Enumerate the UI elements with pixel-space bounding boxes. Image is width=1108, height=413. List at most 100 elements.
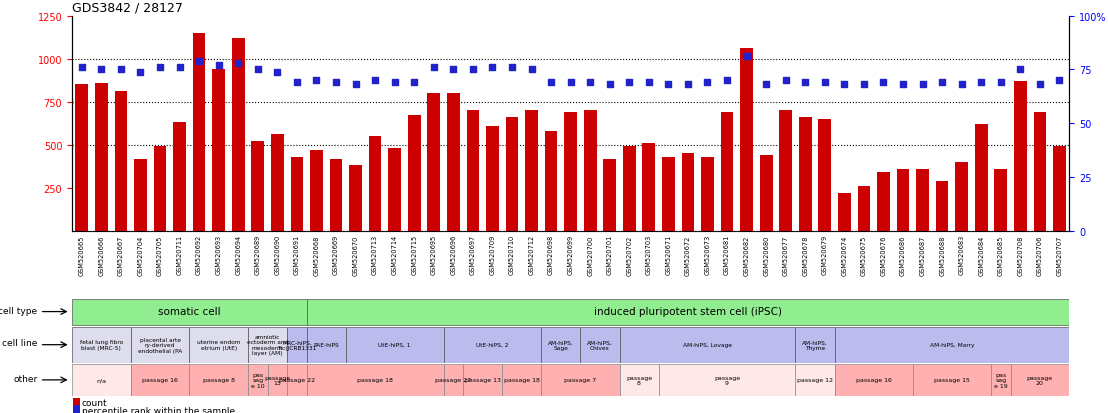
Bar (896, 169, 910, 231)
Text: GSM520689: GSM520689 (255, 235, 260, 275)
Text: n/a: n/a (96, 377, 106, 382)
Bar (428, 94, 440, 231)
Bar (189, 327, 248, 363)
Text: GSM520704: GSM520704 (137, 235, 143, 275)
Text: GSM520711: GSM520711 (176, 235, 183, 275)
Point (171, 65, 188, 71)
Text: GSM520678: GSM520678 (802, 235, 808, 275)
Point (327, 80, 345, 86)
Bar (878, 173, 890, 231)
Bar (1010, 364, 1069, 396)
Point (777, 78, 794, 84)
Bar (936, 181, 948, 231)
Point (151, 65, 168, 71)
Bar (329, 160, 342, 231)
Bar (349, 166, 362, 231)
Point (73, 65, 91, 71)
Point (894, 82, 912, 88)
Bar (486, 126, 499, 231)
Bar (95, 83, 107, 231)
Bar (1053, 147, 1066, 231)
Bar (661, 157, 675, 231)
Text: GSM520674: GSM520674 (841, 235, 848, 275)
Point (308, 78, 326, 84)
Text: AM-hiPS, Lovage: AM-hiPS, Lovage (683, 342, 732, 347)
Bar (287, 327, 307, 363)
Bar (916, 169, 929, 231)
Point (347, 82, 365, 88)
Text: placental arte
ry-derived
endothelial (PA: placental arte ry-derived endothelial (P… (137, 337, 182, 353)
Text: GSM520691: GSM520691 (294, 235, 300, 275)
Point (406, 80, 423, 86)
Text: AM-hiPS,
Sage: AM-hiPS, Sage (548, 339, 574, 350)
Text: GSM520715: GSM520715 (411, 235, 418, 275)
Bar (307, 327, 346, 363)
Text: uterine endom
etrium (UtE): uterine endom etrium (UtE) (197, 339, 240, 350)
Bar (604, 159, 616, 231)
Bar (443, 327, 542, 363)
Point (601, 82, 618, 88)
Text: GSM520676: GSM520676 (881, 235, 886, 275)
Bar (307, 299, 1069, 325)
Bar (681, 154, 695, 231)
Point (835, 82, 853, 88)
Text: GSM520709: GSM520709 (490, 235, 495, 275)
Bar (213, 70, 225, 231)
Point (640, 80, 658, 86)
Point (249, 67, 267, 74)
Point (464, 67, 482, 74)
Text: passage 16: passage 16 (855, 377, 892, 382)
Text: passage 12: passage 12 (797, 377, 833, 382)
Bar (73, 398, 80, 407)
Bar (779, 111, 792, 231)
Text: passage 13: passage 13 (464, 377, 501, 382)
Text: GSM520684: GSM520684 (978, 235, 984, 275)
Point (973, 80, 991, 86)
Point (503, 65, 521, 71)
Bar (502, 364, 542, 396)
Text: GSM520707: GSM520707 (1056, 235, 1063, 275)
Text: GSM520685: GSM520685 (998, 235, 1004, 275)
Text: GSM520688: GSM520688 (940, 235, 945, 275)
Point (209, 63, 227, 69)
Bar (701, 157, 714, 231)
Point (367, 78, 384, 84)
Text: GSM520703: GSM520703 (646, 235, 652, 275)
Text: induced pluripotent stem cell (iPSC): induced pluripotent stem cell (iPSC) (594, 306, 782, 316)
Bar (248, 364, 267, 396)
Text: passage 7: passage 7 (564, 377, 596, 382)
Point (914, 82, 932, 88)
Point (191, 58, 208, 65)
Bar (346, 327, 443, 363)
Bar (154, 147, 166, 231)
Bar (838, 193, 851, 231)
Bar (466, 111, 479, 231)
Bar (73, 405, 80, 413)
Bar (232, 39, 245, 231)
Text: passage 15: passage 15 (934, 377, 970, 382)
Text: GSM520680: GSM520680 (763, 235, 769, 275)
Bar (542, 327, 581, 363)
Text: GSM520667: GSM520667 (117, 235, 124, 275)
Point (562, 80, 579, 86)
Bar (248, 327, 287, 363)
Text: passage 8: passage 8 (203, 377, 235, 382)
Text: GSM520692: GSM520692 (196, 235, 202, 275)
Bar (287, 364, 307, 396)
Point (815, 80, 833, 86)
Bar (267, 364, 287, 396)
Text: cell line: cell line (2, 339, 38, 347)
Point (288, 80, 306, 86)
Point (757, 82, 774, 88)
Text: passage
9: passage 9 (714, 375, 740, 385)
Bar (619, 327, 796, 363)
Bar (975, 125, 987, 231)
Bar (955, 163, 968, 231)
Text: GSM520690: GSM520690 (275, 235, 280, 275)
Bar (1014, 82, 1027, 231)
Text: somatic cell: somatic cell (158, 306, 220, 316)
Text: GSM520687: GSM520687 (920, 235, 925, 275)
Text: MRC-hiPS,
Tic(JCRB1331: MRC-hiPS, Tic(JCRB1331 (277, 339, 317, 350)
Point (953, 82, 971, 88)
Bar (581, 327, 619, 363)
